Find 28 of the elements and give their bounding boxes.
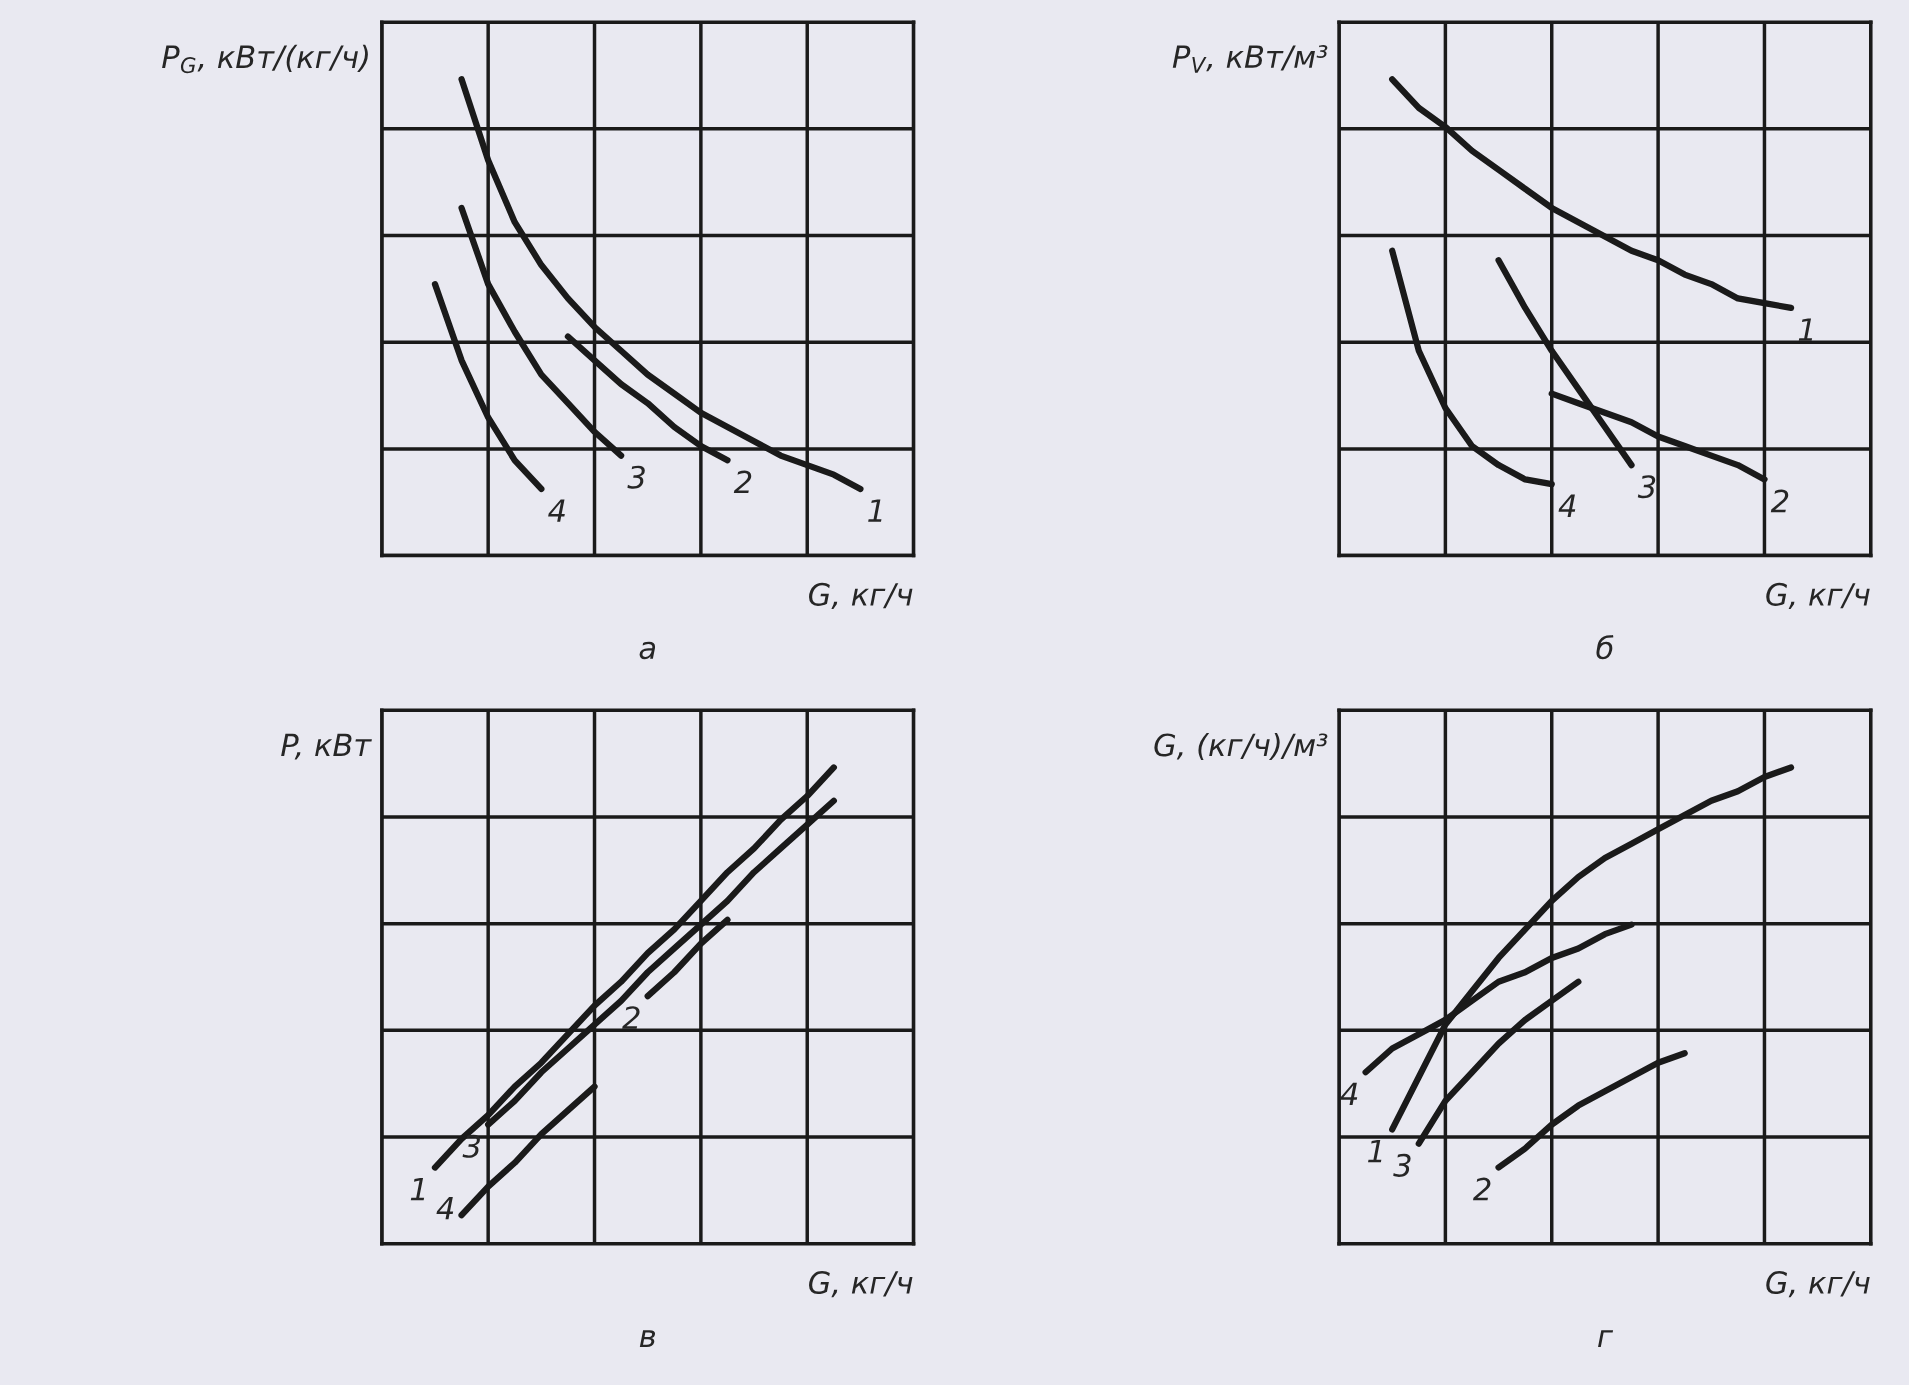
series-label: 4 <box>1558 494 1576 517</box>
series-label: 4 <box>548 499 565 522</box>
text: в <box>639 1330 656 1347</box>
series-label: 4 <box>436 1197 454 1220</box>
y-axis-title: P, кВт <box>281 733 372 760</box>
series-label: 2 <box>1770 489 1789 513</box>
y-axis-title: P$_{V}$, кВт/м³ <box>1172 45 1328 73</box>
x-axis-title: G, кг/ч <box>809 1270 913 1298</box>
x-axis-title: G, кг/ч <box>1766 1270 1870 1298</box>
series-label: 3 <box>1637 475 1656 499</box>
series-label: 2 <box>622 1006 640 1029</box>
text: б <box>1596 635 1614 660</box>
series-label: 1 <box>410 1177 425 1201</box>
series-label: 2 <box>1473 1177 1491 1201</box>
series-label: 1 <box>1798 318 1813 341</box>
y-axis-title: G, (кг/ч)/м³ <box>1154 732 1328 761</box>
series-label: 1 <box>868 499 882 522</box>
x-axis-title: G, кг/ч <box>809 582 913 610</box>
series-label: 1 <box>1368 1139 1382 1163</box>
series-label: 4 <box>1340 1082 1358 1106</box>
series-label: 3 <box>627 465 645 489</box>
series-label: 2 <box>733 470 752 494</box>
series-label: 3 <box>1393 1153 1411 1177</box>
text: а <box>639 641 656 660</box>
x-axis-title: G, кг/ч <box>1766 582 1870 610</box>
text: г <box>1598 1330 1614 1347</box>
y-axis-title: P$_{G}$, кВт/(кг/ч) <box>162 44 368 74</box>
series-label: 3 <box>462 1134 480 1158</box>
